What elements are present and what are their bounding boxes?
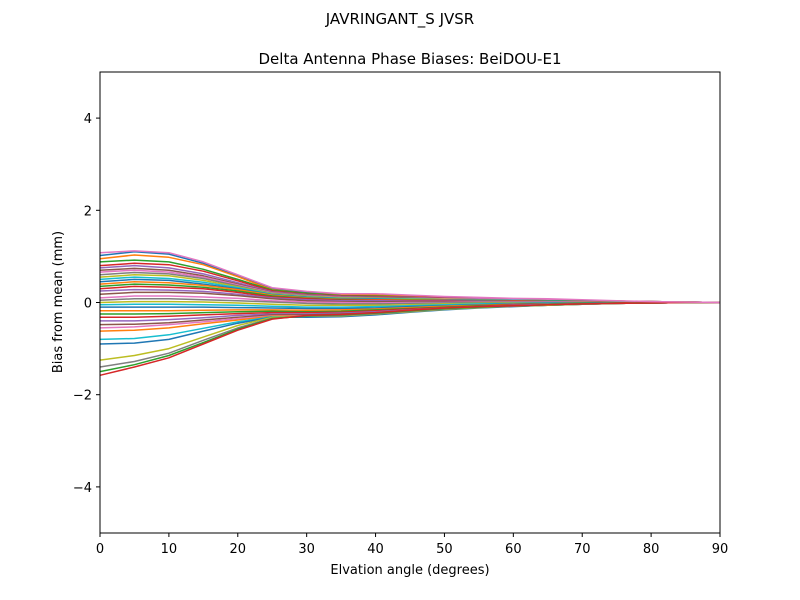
y-tick-label: 2: [84, 204, 92, 219]
y-axis-label: Bias from mean (mm): [51, 231, 66, 373]
x-tick-label: 60: [505, 542, 522, 557]
series-line-8: [99, 271, 721, 304]
x-tick-label: 10: [161, 542, 178, 557]
x-tick-label: 0: [96, 542, 104, 557]
y-tick-label: −2: [73, 389, 92, 404]
x-axis-ticks: 0 10 20 30 40 50 60 70 80 90: [96, 533, 728, 557]
y-tick-label: 0: [84, 297, 92, 312]
x-tick-label: 90: [712, 542, 729, 557]
series-line-34: [99, 301, 720, 377]
chart-title: Delta Antenna Phase Biases: BeiDOU-E1: [259, 50, 562, 68]
x-tick-label: 30: [298, 542, 315, 557]
y-tick-label: 4: [84, 112, 92, 127]
x-tick-label: 80: [643, 542, 660, 557]
x-tick-label: 40: [367, 542, 384, 557]
series-line-35: [99, 250, 721, 304]
x-tick-label: 20: [230, 542, 247, 557]
y-tick-label: −4: [73, 481, 92, 496]
chart-suptitle: JAVRINGANT_S JVSR: [325, 10, 474, 29]
y-axis-ticks: −4 −2 0 2 4: [73, 112, 100, 496]
x-tick-label: 50: [436, 542, 453, 557]
series-lines: [99, 250, 721, 377]
x-axis-label: Elvation angle (degrees): [330, 563, 489, 578]
x-tick-label: 70: [574, 542, 591, 557]
